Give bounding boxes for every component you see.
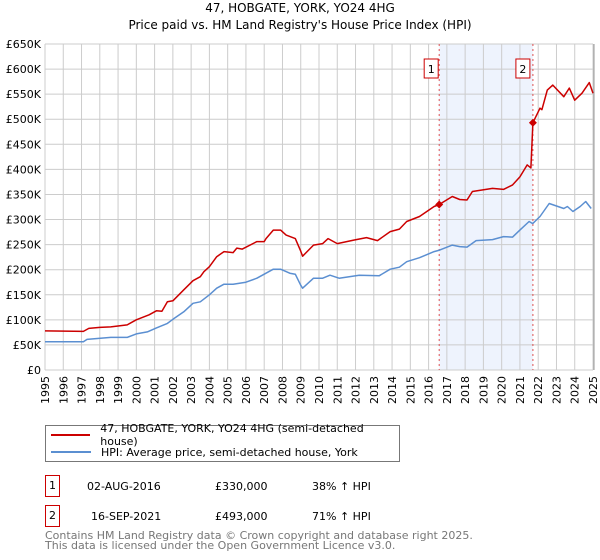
legend-swatch-property <box>51 434 91 436</box>
x-tick-label: 2016 <box>423 376 436 404</box>
x-tick-label: 2008 <box>276 376 289 404</box>
x-tick-label: 1995 <box>39 376 52 404</box>
y-tick-label: £200K <box>6 264 42 277</box>
legend: 47, HOBGATE, YORK, YO24 4HG (semi-detach… <box>45 422 400 462</box>
legend-item-property: 47, HOBGATE, YORK, YO24 4HG (semi-detach… <box>51 422 399 448</box>
x-tick-label: 2013 <box>368 376 381 404</box>
x-tick-label: 2009 <box>295 376 308 404</box>
y-tick-label: £300K <box>6 214 42 227</box>
sale-label-box <box>515 58 531 79</box>
x-tick-label: 2001 <box>149 376 162 404</box>
x-tick-label: 2019 <box>477 376 490 404</box>
x-tick-label: 2003 <box>185 376 198 404</box>
y-tick-label: £500K <box>6 113 42 126</box>
hpi-line <box>45 200 592 343</box>
x-tick-label: 2017 <box>441 376 454 404</box>
sale-number: 2 <box>45 505 60 527</box>
x-tick-label: 2020 <box>496 376 509 404</box>
x-tick-label: 2012 <box>350 376 363 404</box>
x-tick-label: 1996 <box>57 376 70 404</box>
x-tick-label: 2007 <box>258 376 271 404</box>
x-tick-label: 2005 <box>222 376 235 404</box>
sale-price: £330,000 <box>215 480 268 493</box>
sale-hpi-diff: 71% ↑ HPI <box>312 510 371 523</box>
x-tick-label: 2022 <box>532 376 545 404</box>
legend-item-hpi: HPI: Average price, semi-detached house,… <box>51 444 358 460</box>
x-tick-label: 1998 <box>94 376 107 404</box>
x-tick-label: 2002 <box>167 376 180 404</box>
x-tick-label: 2025 <box>587 376 600 404</box>
sale-point-marker <box>528 118 537 127</box>
legend-swatch-hpi <box>51 451 91 453</box>
price-chart: £0 £50K £100K £150K £200K £250K £300K £350K £400… <box>6 38 600 404</box>
x-tick-label: 2000 <box>130 376 143 404</box>
sale-row: 2 16-SEP-2021 £493,000 71% ↑ HPI <box>45 505 600 529</box>
sale-hpi-diff: 38% ↑ HPI <box>312 480 371 493</box>
y-tick-label: £400K <box>6 163 42 176</box>
x-tick-label: 2010 <box>313 376 326 404</box>
y-tick-label: £550K <box>6 88 42 101</box>
x-tick-label: 2021 <box>514 376 527 404</box>
y-tick-label: £650K <box>6 38 42 51</box>
y-tick-label: £450K <box>6 138 42 151</box>
sale-label: 1 <box>428 63 435 76</box>
x-tick-label: 2023 <box>550 376 563 404</box>
legend-label: HPI: Average price, semi-detached house,… <box>101 445 358 459</box>
x-tick-label: 2004 <box>203 376 216 404</box>
x-tick-label: 2015 <box>404 376 417 404</box>
y-tick-label: £600K <box>6 63 42 76</box>
x-tick-label: 2024 <box>569 376 582 404</box>
property-price-line <box>44 81 594 333</box>
y-tick-label: £50K <box>13 339 42 352</box>
footer-copyright: Contains HM Land Registry data © Crown c… <box>45 529 473 542</box>
x-tick-label: 2014 <box>386 376 399 404</box>
x-tick-label: 2006 <box>240 376 253 404</box>
y-tick-label: £350K <box>6 188 42 201</box>
footer-licence: This data is licensed under the Open Gov… <box>45 539 396 552</box>
y-tick-label: £250K <box>6 239 42 252</box>
sale-number: 1 <box>45 475 60 497</box>
y-tick-label: £0 <box>27 364 41 377</box>
sale-date: 16-SEP-2021 <box>91 510 162 523</box>
sale-point-marker <box>435 200 444 209</box>
chart-subtitle: Price paid vs. HM Land Registry's House … <box>128 18 472 32</box>
x-tick-label: 2018 <box>459 376 472 404</box>
sale-row: 1 02-AUG-2016 £330,000 38% ↑ HPI <box>45 475 600 499</box>
y-tick-label: £150K <box>6 289 42 302</box>
chart-title: 47, HOBGATE, YORK, YO24 4HG <box>205 1 395 15</box>
sale-label: 2 <box>519 63 526 76</box>
x-tick-label: 1999 <box>112 376 125 404</box>
y-tick-label: £100K <box>6 314 42 327</box>
sale-label-box <box>423 58 439 79</box>
sale-date: 02-AUG-2016 <box>87 480 161 493</box>
shaded-ownership-period <box>439 44 533 370</box>
legend-label: 47, HOBGATE, YORK, YO24 4HG (semi-detach… <box>100 422 364 448</box>
x-tick-label: 2011 <box>331 376 344 404</box>
sale-price: £493,000 <box>215 510 268 523</box>
x-tick-label: 1997 <box>76 376 89 404</box>
